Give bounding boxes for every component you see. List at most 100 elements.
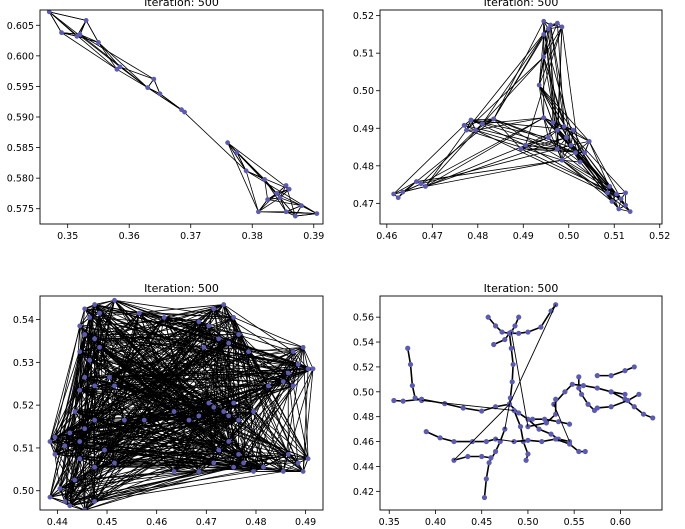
graph-edge [402,181,417,193]
graph-edge [292,385,309,459]
graph-edge [64,471,254,502]
graph-edge [213,402,235,464]
graph-edge [238,385,294,455]
graph-edge [288,368,309,374]
graph-node [594,405,600,411]
graph-edge [114,299,234,318]
graph-edge [227,142,290,190]
graph-edge [138,312,229,442]
x-tick-label: 0.40 [425,517,446,528]
y-tick-label: 0.590 [7,113,34,124]
graph-edge [243,347,304,464]
graph-node [57,486,63,491]
graph-node [112,460,117,466]
graph-edge [49,334,86,498]
graph-node [236,332,241,337]
graph-edge [495,438,515,443]
graph-node [265,383,271,389]
graph-node [464,127,469,133]
graph-edge [508,333,514,405]
graph-edge [525,137,549,146]
x-tick-label: 0.60 [610,517,631,528]
graph-node [196,319,202,325]
graph-edge [173,449,219,472]
graph-edge [420,129,476,185]
graph-edge [98,42,118,70]
graph-edge [223,411,239,421]
graph-edge [556,23,565,127]
graph-edge [213,308,294,387]
graph-node [391,191,397,197]
graph-edge [453,403,510,461]
graph-edge [466,24,551,131]
graph-edge [223,304,294,352]
graph-node [550,120,556,126]
graph-edge [302,368,314,472]
graph-edge [538,84,554,123]
graph-node [554,20,560,26]
y-tick-label: 0.51 [13,443,34,454]
graph-node [465,453,471,460]
graph-edge [64,317,165,502]
graph-edge [79,34,99,43]
x-tick-label: 0.49 [295,517,316,528]
graph-edge [243,351,249,463]
graph-edge [561,159,581,163]
graph-edge [282,454,289,472]
graph-edge [54,454,61,489]
graph-edge [561,144,572,161]
x-tick-label: 0.48 [245,517,266,528]
graph-edge [245,170,259,212]
graph-edge [279,197,287,212]
graph-node [292,213,298,219]
graph-edge [79,300,115,352]
graph-node [605,190,610,196]
graph-edge [64,445,80,459]
graph-edge [466,129,563,161]
graph-edge [233,317,239,335]
graph-edge [54,338,219,438]
y-tick-label: 0.54 [13,315,34,326]
graph-node [231,315,237,320]
graph-node [87,315,93,320]
graph-edge [223,304,234,318]
graph-node [442,401,448,407]
graph-edge [561,159,613,202]
graph-node [226,439,232,444]
graph-node [283,183,289,188]
graph-node [59,30,64,36]
graph-node [488,455,494,461]
subplot-title: Iteration: 500 [144,282,219,295]
graph-node [280,379,286,384]
graph-edge [119,66,154,80]
graph-node [570,127,576,133]
graph-node [512,323,518,329]
graph-node [568,142,574,148]
graph-node [47,439,53,444]
graph-edge [208,308,215,327]
graph-node [541,416,548,422]
graph-edge [89,347,100,361]
graph-node [539,438,545,445]
graph-node [82,426,88,432]
graph-node [553,436,559,442]
graph-node [623,202,629,208]
graph-node [400,189,406,195]
graph-edge [228,415,244,464]
graph-edge [552,122,590,142]
graph-edge [510,332,529,427]
graph-edge [509,304,557,405]
graph-edge [69,317,165,506]
graph-edge [94,471,284,502]
graph-edge [218,385,269,451]
graph-node [97,310,102,316]
graph-node [236,417,241,423]
y-tick-label: 0.49 [353,124,374,135]
graph-edge [198,402,210,417]
graph-node [72,409,78,414]
graph-node [608,404,614,410]
graph-edge [543,56,572,146]
graph-edge [64,501,85,510]
graph-node [74,33,80,39]
graph-node [517,424,524,430]
